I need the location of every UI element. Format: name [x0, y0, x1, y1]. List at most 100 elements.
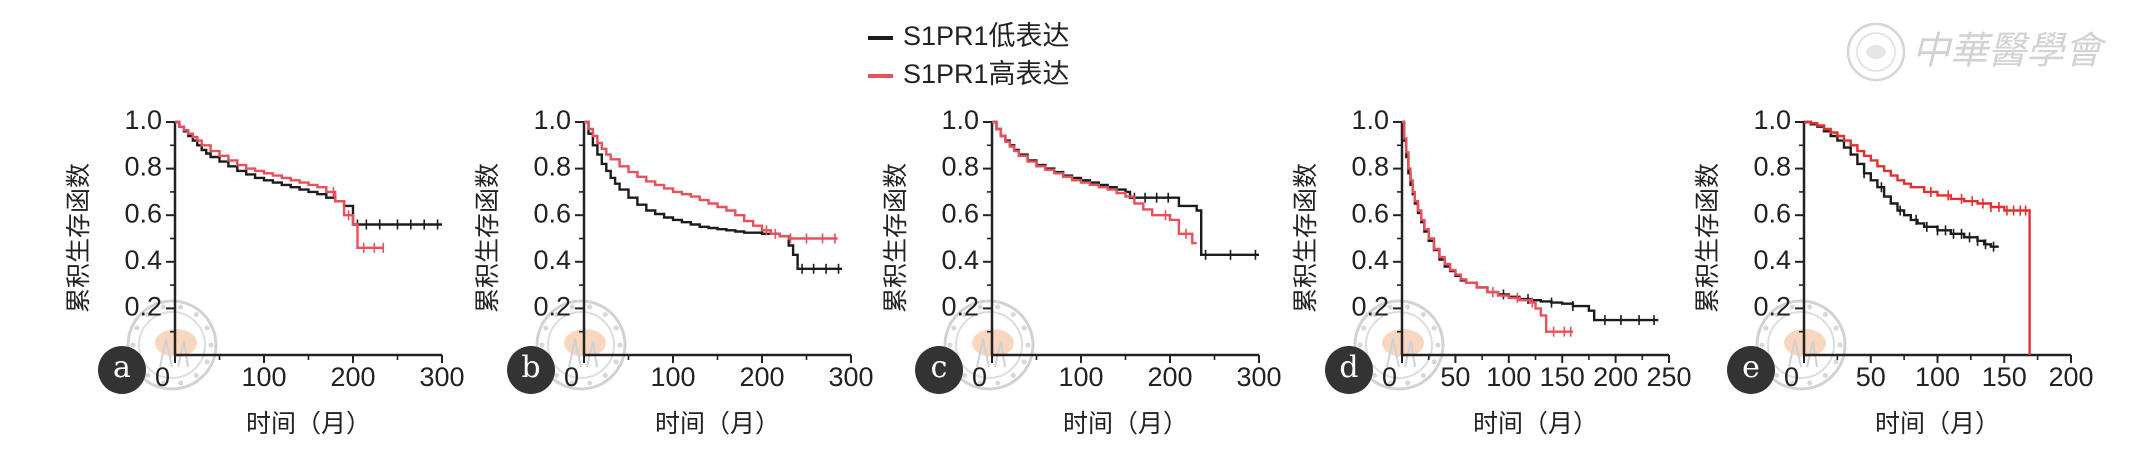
series-line-low: [584, 120, 843, 270]
y-tick-label: 0.2: [533, 292, 571, 322]
seal-dot: [1837, 342, 1843, 348]
seal-dot: [204, 359, 210, 365]
x-tick-label: 300: [828, 362, 873, 392]
seal-dot: [1822, 372, 1828, 378]
series-line-low: [175, 120, 442, 226]
seal-dot: [160, 380, 166, 386]
seal-dot: [951, 325, 957, 331]
y-tick-label: 0.6: [533, 198, 571, 228]
seal-dot: [1420, 312, 1426, 318]
y-tick-label: 0.8: [1753, 152, 1791, 182]
x-tick-label: 150: [1540, 362, 1585, 392]
y-tick-label: 1.0: [533, 105, 571, 135]
seal-dot: [1387, 380, 1393, 386]
y-tick-label: 0.6: [1351, 198, 1389, 228]
seal-figure: [568, 338, 598, 368]
seal-dot: [962, 372, 968, 378]
seal-dot: [613, 325, 619, 331]
x-tick-label: 100: [241, 362, 286, 392]
legend-item-high: S1PR1高表达: [868, 59, 1070, 89]
y-tick-label: 0.2: [941, 292, 979, 322]
seal-dot: [134, 325, 140, 331]
seal-dot: [1021, 325, 1027, 331]
panel-letter: b: [521, 350, 540, 385]
seal-dot: [1021, 359, 1027, 365]
legend-label-high: S1PR1高表达: [903, 59, 1070, 89]
y-tick-label: 0.4: [1753, 245, 1791, 275]
panel-letter-circle: [915, 346, 963, 394]
seal-dot: [1025, 342, 1031, 348]
logo-watermark: 中華醫學會: [1846, 22, 2107, 82]
seal-dot: [193, 312, 199, 318]
legend-item-low: S1PR1低表达: [868, 21, 1070, 51]
y-tick-label: 0.8: [941, 152, 979, 182]
legend: S1PR1低表达 S1PR1高表达: [868, 21, 1070, 89]
seal-dot: [569, 304, 575, 310]
x-tick-label: 300: [419, 362, 464, 392]
x-tick-label: 0: [155, 362, 170, 392]
x-tick-label: 300: [1236, 362, 1281, 392]
seal-dot: [1361, 325, 1367, 331]
x-tick-label: 250: [1646, 362, 1691, 392]
seal-dot: [1405, 304, 1411, 310]
logo-seal-center: [1866, 45, 1886, 59]
x-axis-title: 时间（月）: [1473, 409, 1598, 438]
seal-dot: [613, 359, 619, 365]
seal-dot: [1372, 312, 1378, 318]
seal-dot: [554, 372, 560, 378]
seal-dot: [587, 304, 593, 310]
seal-dot: [1405, 380, 1411, 386]
x-tick-label: 200: [1593, 362, 1638, 392]
seal-dot: [1774, 372, 1780, 378]
seal-ring-outer: [943, 299, 1035, 391]
y-tick-label: 0.8: [1351, 152, 1389, 182]
series-line-high: [992, 120, 1197, 245]
seal-dot: [617, 342, 623, 348]
seal-ring-outer: [1353, 299, 1445, 391]
seal-dot: [1372, 372, 1378, 378]
seal-dot: [160, 304, 166, 310]
series-line-high: [584, 120, 838, 240]
y-axis-title: 累积生存函数: [881, 163, 910, 313]
panel-letter: d: [1339, 350, 1358, 385]
x-tick-label: 100: [1486, 362, 1531, 392]
seal-dot: [145, 312, 151, 318]
x-tick-label: 0: [972, 362, 987, 392]
seal-dot: [1789, 380, 1795, 386]
x-tick-label: 50: [1856, 362, 1886, 392]
seal-dot: [1807, 380, 1813, 386]
x-tick-label: 200: [330, 362, 375, 392]
seal-figure: [976, 338, 1006, 368]
x-tick-label: 0: [1382, 362, 1397, 392]
y-tick-label: 0.6: [124, 198, 162, 228]
panel-c: 0.2 0.4 0.6 0.8 1.0 0 100 200 300 时间（月） 累积生存函数 c: [881, 105, 1282, 438]
y-axis-title: 累积生存函数: [64, 163, 93, 313]
seal-dot: [995, 380, 1001, 386]
series-line-low: [992, 120, 1259, 256]
seal-dot: [947, 342, 953, 348]
seal-dot: [995, 304, 1001, 310]
y-tick-label: 0.8: [533, 152, 571, 182]
seal-dot: [1833, 325, 1839, 331]
seal-dot: [1763, 325, 1769, 331]
y-tick-label: 0.4: [124, 245, 162, 275]
seal-dot: [1431, 359, 1437, 365]
seal-dot: [554, 312, 560, 318]
seal-dot: [204, 325, 210, 331]
seal-figure: [159, 338, 189, 368]
seal-dot: [1759, 342, 1765, 348]
y-tick-label: 1.0: [124, 105, 162, 135]
logo-seal-inner: [1856, 32, 1896, 72]
x-tick-label: 100: [650, 362, 695, 392]
x-tick-label: 100: [1058, 362, 1103, 392]
panel-b: 0.2 0.4 0.6 0.8 1.0 0 100 200 300 时间（月） 累积生存函数 b: [473, 105, 874, 438]
seal-dot: [130, 342, 136, 348]
seal-dot: [145, 372, 151, 378]
seal-dot: [602, 312, 608, 318]
y-tick-label: 0.4: [1351, 245, 1389, 275]
panel-letter-badge: c: [915, 346, 963, 394]
seal-dot: [1431, 325, 1437, 331]
seal-dot: [208, 342, 214, 348]
panel-letter: c: [931, 350, 948, 385]
